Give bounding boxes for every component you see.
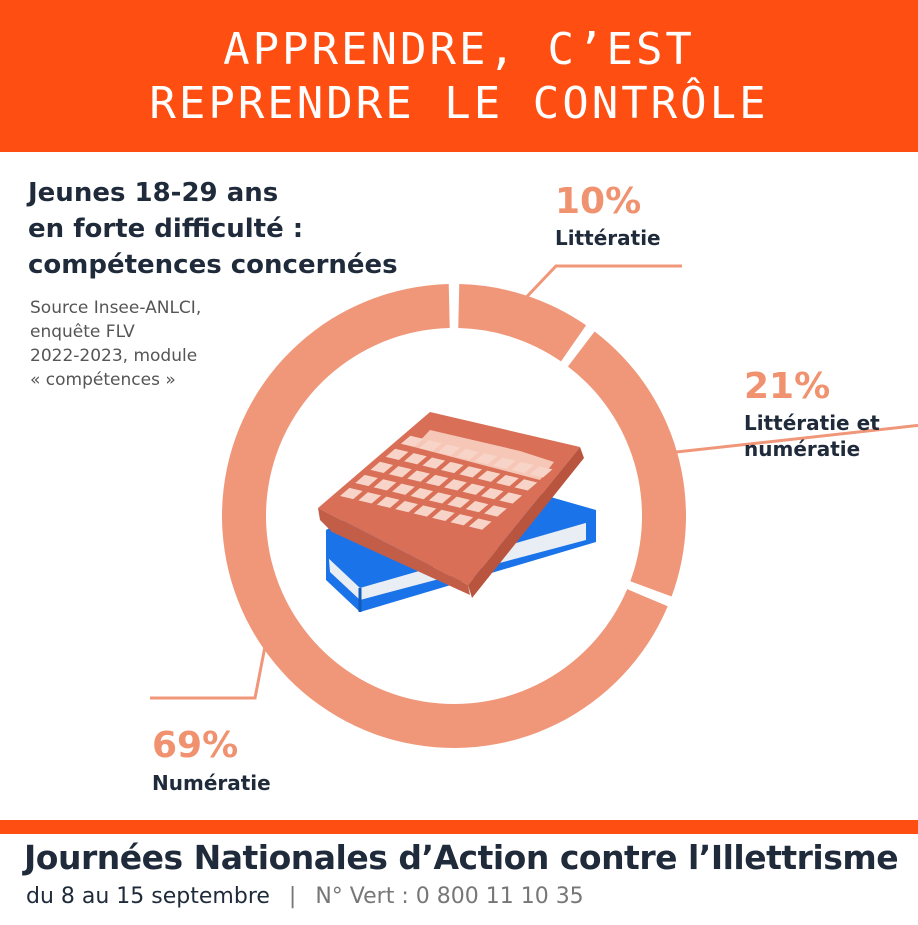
- calculator-key: [376, 496, 400, 508]
- calculator-key: [444, 479, 467, 491]
- slice-value-label: 69%: [152, 725, 239, 766]
- calculator-key: [410, 487, 434, 500]
- calculator-key: [450, 514, 474, 526]
- footer-separator: |: [288, 884, 297, 909]
- donut-slice: [567, 331, 686, 597]
- source-line: « compétences »: [30, 370, 176, 390]
- calculator-key: [355, 474, 378, 487]
- calculator-key: [477, 470, 501, 482]
- leader-line: [523, 264, 682, 301]
- event-dates: du 8 au 15 septembre: [26, 884, 270, 909]
- calculator-key: [340, 487, 363, 500]
- leader-line: [150, 643, 267, 700]
- footer-title: Journées Nationales d’Action contre l’Il…: [24, 838, 899, 877]
- calculator-key: [419, 440, 443, 452]
- calculator-key: [425, 474, 449, 487]
- source-line: Source Insee-ANLCI,: [30, 298, 202, 318]
- calculator-key: [437, 444, 461, 456]
- slice-category-line: numératie: [744, 437, 861, 461]
- calculator-book-illustration: [318, 412, 596, 612]
- calculator-key: [492, 457, 516, 469]
- calculator-key: [358, 492, 382, 504]
- source-line: enquête FLV: [30, 322, 135, 342]
- donut-slices: [221, 284, 686, 748]
- calculator-icon: [318, 412, 584, 598]
- slice-category-label: Numératie: [152, 770, 271, 796]
- calculator-key: [404, 453, 427, 465]
- banner-title-line-2: reprendre le contrôle: [149, 78, 769, 129]
- calculator-key: [459, 466, 483, 478]
- chart-title-line: compétences concernées: [28, 250, 398, 280]
- calculator-key: [514, 479, 538, 491]
- calculator-key: [496, 474, 519, 487]
- slice-category-label: Littératie: [555, 225, 661, 251]
- donut-slice: [458, 284, 587, 362]
- calculator-key: [388, 466, 412, 478]
- slice-category-label: Littératie et numératie: [744, 410, 880, 462]
- calculator-key: [422, 457, 446, 469]
- calculator-key: [392, 483, 415, 495]
- calculator-key: [373, 479, 397, 491]
- calculator-key: [395, 500, 418, 513]
- chart-title: Jeunes 18-29 ans en forte difficulté : c…: [28, 175, 428, 283]
- calculator-key: [468, 518, 492, 530]
- banner-title-line-1: Apprendre, c’est: [223, 24, 695, 75]
- calculator-key: [456, 448, 479, 461]
- calculator-key: [465, 501, 489, 513]
- leader-lines: [150, 264, 918, 700]
- calculator-key: [428, 492, 452, 504]
- slice-category-line: Numératie: [152, 771, 271, 795]
- header-banner: Apprendre, c’est reprendre le contrôle: [0, 0, 918, 152]
- calculator-key: [480, 487, 504, 500]
- calculator-key: [474, 453, 498, 465]
- chart-title-line: en forte difficulté :: [28, 214, 304, 244]
- chart-title-line: Jeunes 18-29 ans: [28, 178, 279, 208]
- calculator-key: [529, 466, 553, 478]
- source-line: 2022-2023, module: [30, 346, 198, 366]
- hotline-number: N° Vert : 0 800 11 10 35: [315, 884, 584, 909]
- source-note: Source Insee-ANLCI, enquête FLV 2022-202…: [30, 296, 270, 392]
- calculator-key: [447, 496, 470, 508]
- footer-accent-bar: [0, 820, 918, 834]
- calculator-key: [462, 483, 486, 495]
- slice-category-line: Littératie et: [744, 411, 880, 435]
- calculator-key: [413, 505, 437, 517]
- slice-category-line: Littératie: [555, 226, 661, 250]
- calculator-key: [400, 435, 424, 447]
- slice-value-label: 10%: [555, 181, 642, 222]
- calculator-key: [407, 470, 430, 482]
- leader-line: [672, 423, 918, 454]
- footer-subtitle: du 8 au 15 septembre | N° Vert : 0 800 1…: [26, 884, 584, 909]
- calculator-key: [511, 461, 535, 474]
- calculator-key: [484, 505, 507, 517]
- calculator-key: [440, 461, 464, 474]
- calculator-key: [385, 448, 409, 460]
- calculator-key: [370, 461, 394, 474]
- slice-value-label: 21%: [744, 366, 831, 407]
- calculator-key: [432, 509, 455, 521]
- calculator-key: [499, 492, 523, 504]
